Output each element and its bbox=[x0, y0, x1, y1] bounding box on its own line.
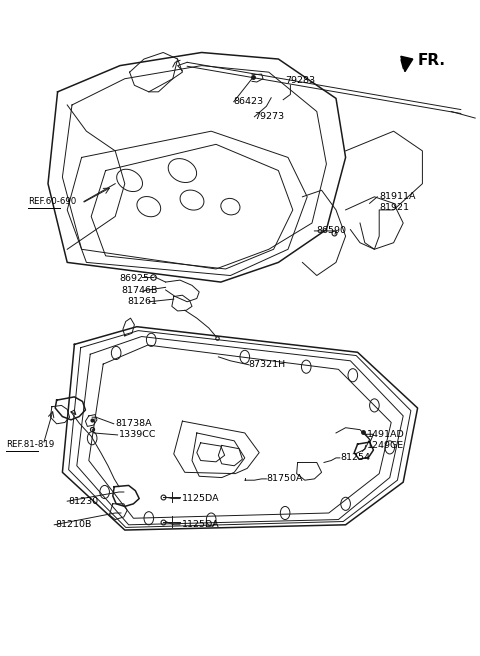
Text: 81210B: 81210B bbox=[55, 520, 92, 529]
Text: 81738A: 81738A bbox=[115, 419, 152, 428]
Text: 81254: 81254 bbox=[341, 453, 371, 462]
Text: 81911A: 81911A bbox=[379, 192, 416, 201]
Text: REF.81-819: REF.81-819 bbox=[6, 440, 54, 449]
Text: 86590: 86590 bbox=[317, 226, 347, 236]
Text: 1125DA: 1125DA bbox=[181, 520, 219, 529]
Text: 1125DA: 1125DA bbox=[181, 494, 219, 503]
Text: 1249GE: 1249GE bbox=[367, 441, 404, 450]
Text: 79283: 79283 bbox=[286, 75, 316, 85]
Text: 1339CC: 1339CC bbox=[119, 430, 156, 440]
Text: 86925: 86925 bbox=[119, 274, 149, 283]
Text: REF.60-690: REF.60-690 bbox=[28, 197, 76, 206]
Text: 81230: 81230 bbox=[68, 497, 98, 506]
Text: 81921: 81921 bbox=[379, 203, 409, 212]
Text: 79273: 79273 bbox=[254, 112, 285, 121]
FancyArrow shape bbox=[401, 56, 413, 72]
Text: 81261: 81261 bbox=[127, 297, 157, 306]
Text: 87321H: 87321H bbox=[249, 360, 286, 369]
Text: 81746B: 81746B bbox=[121, 286, 158, 295]
Text: 86423: 86423 bbox=[234, 97, 264, 106]
Text: FR.: FR. bbox=[418, 53, 445, 68]
Text: 81750A: 81750A bbox=[266, 474, 303, 483]
Text: 1491AD: 1491AD bbox=[367, 430, 405, 439]
